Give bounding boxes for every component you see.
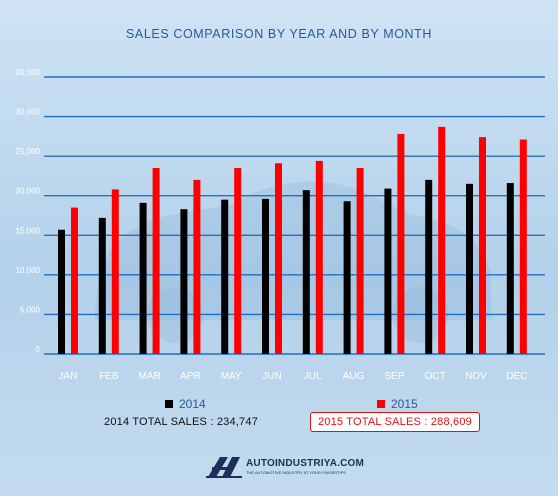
x-tick-label: JUL [304,371,322,382]
bar-2015-jun [275,163,282,354]
x-tick-label: AUG [343,371,365,382]
bar-2015-jan [71,207,78,354]
y-tick-label: 20,000 [16,187,41,196]
y-tick-label: 10,000 [16,266,41,275]
x-tick-label: SEP [384,371,404,382]
grid-lines [44,76,545,355]
y-tick-label: 25,000 [16,147,41,156]
legend-2015: 2015 [377,397,418,411]
legend-swatch-2014 [165,400,173,408]
bar-2014-may [221,199,229,354]
bar-2014-sep [384,188,392,354]
legend-swatch-2015 [377,400,385,408]
x-tick-label: MAY [221,371,242,382]
x-tick-label: DEC [506,371,527,382]
bars [58,126,527,354]
legend-2014: 2014 [165,397,206,411]
bar-2014-dec [506,183,514,354]
legend-label-2015: 2015 [391,397,418,411]
bar-2014-jul [302,190,310,354]
site-logo: AUTOINDUSTRIYA.COM THE AUTOMOTIVE INDUST… [206,455,365,479]
bar-2015-nov [479,137,486,354]
bar-2015-oct [438,126,446,354]
logo-name: AUTOINDUSTRIYA.COM [246,458,365,469]
total-sales-2015: 2015 TOTAL SALES : 288,609 [310,412,480,432]
x-tick-label: MAR [138,371,160,382]
bar-2015-jul [315,160,323,354]
bar-2014-aug [343,201,351,354]
x-tick-label: OCT [425,371,446,382]
bar-2014-feb [98,217,106,354]
y-tick-label: 30,000 [16,108,41,117]
logo-icon [206,457,242,478]
x-tick-label: JAN [59,371,78,382]
bar-2014-oct [425,179,433,354]
y-tick-label: 5,000 [20,305,41,314]
x-tick-label: APR [180,371,201,382]
bar-2014-jun [262,198,269,354]
bar-2015-may [234,168,242,354]
bar-2014-mar [139,202,147,354]
y-tick-label: 0 [36,345,41,354]
bar-2015-apr [193,179,201,354]
bar-2014-nov [466,183,473,354]
bar-2014-jan [58,229,65,354]
bar-2015-sep [397,133,405,354]
bar-2015-aug [356,168,364,354]
x-axis-labels: JAN FEB MAR APR MAY JUN JUL AUG SEP OCT NOV DEC [59,371,528,382]
y-tick-label: 15,000 [16,226,41,235]
x-tick-label: FEB [99,371,119,382]
y-axis-labels: 0 5,000 10,000 15,000 20,000 25,000 30,000 35,0… [16,68,41,354]
logo-tagline: THE AUTOMOTIVE INDUSTRY AT YOUR FINGERTI… [246,470,346,475]
total-sales-2014: 2014 TOTAL SALES : 234,747 [104,416,259,428]
bar-2015-feb [111,189,119,354]
x-tick-label: JUN [262,371,281,382]
chart-title: SALES COMPARISON BY YEAR AND BY MONTH [125,27,433,41]
bar-2015-mar [152,168,160,354]
legend-label-2014: 2014 [179,397,206,411]
x-tick-label: NOV [465,371,487,382]
y-tick-label: 35,000 [16,68,41,77]
bar-2015-dec [519,139,527,354]
bar-2014-apr [180,209,188,354]
